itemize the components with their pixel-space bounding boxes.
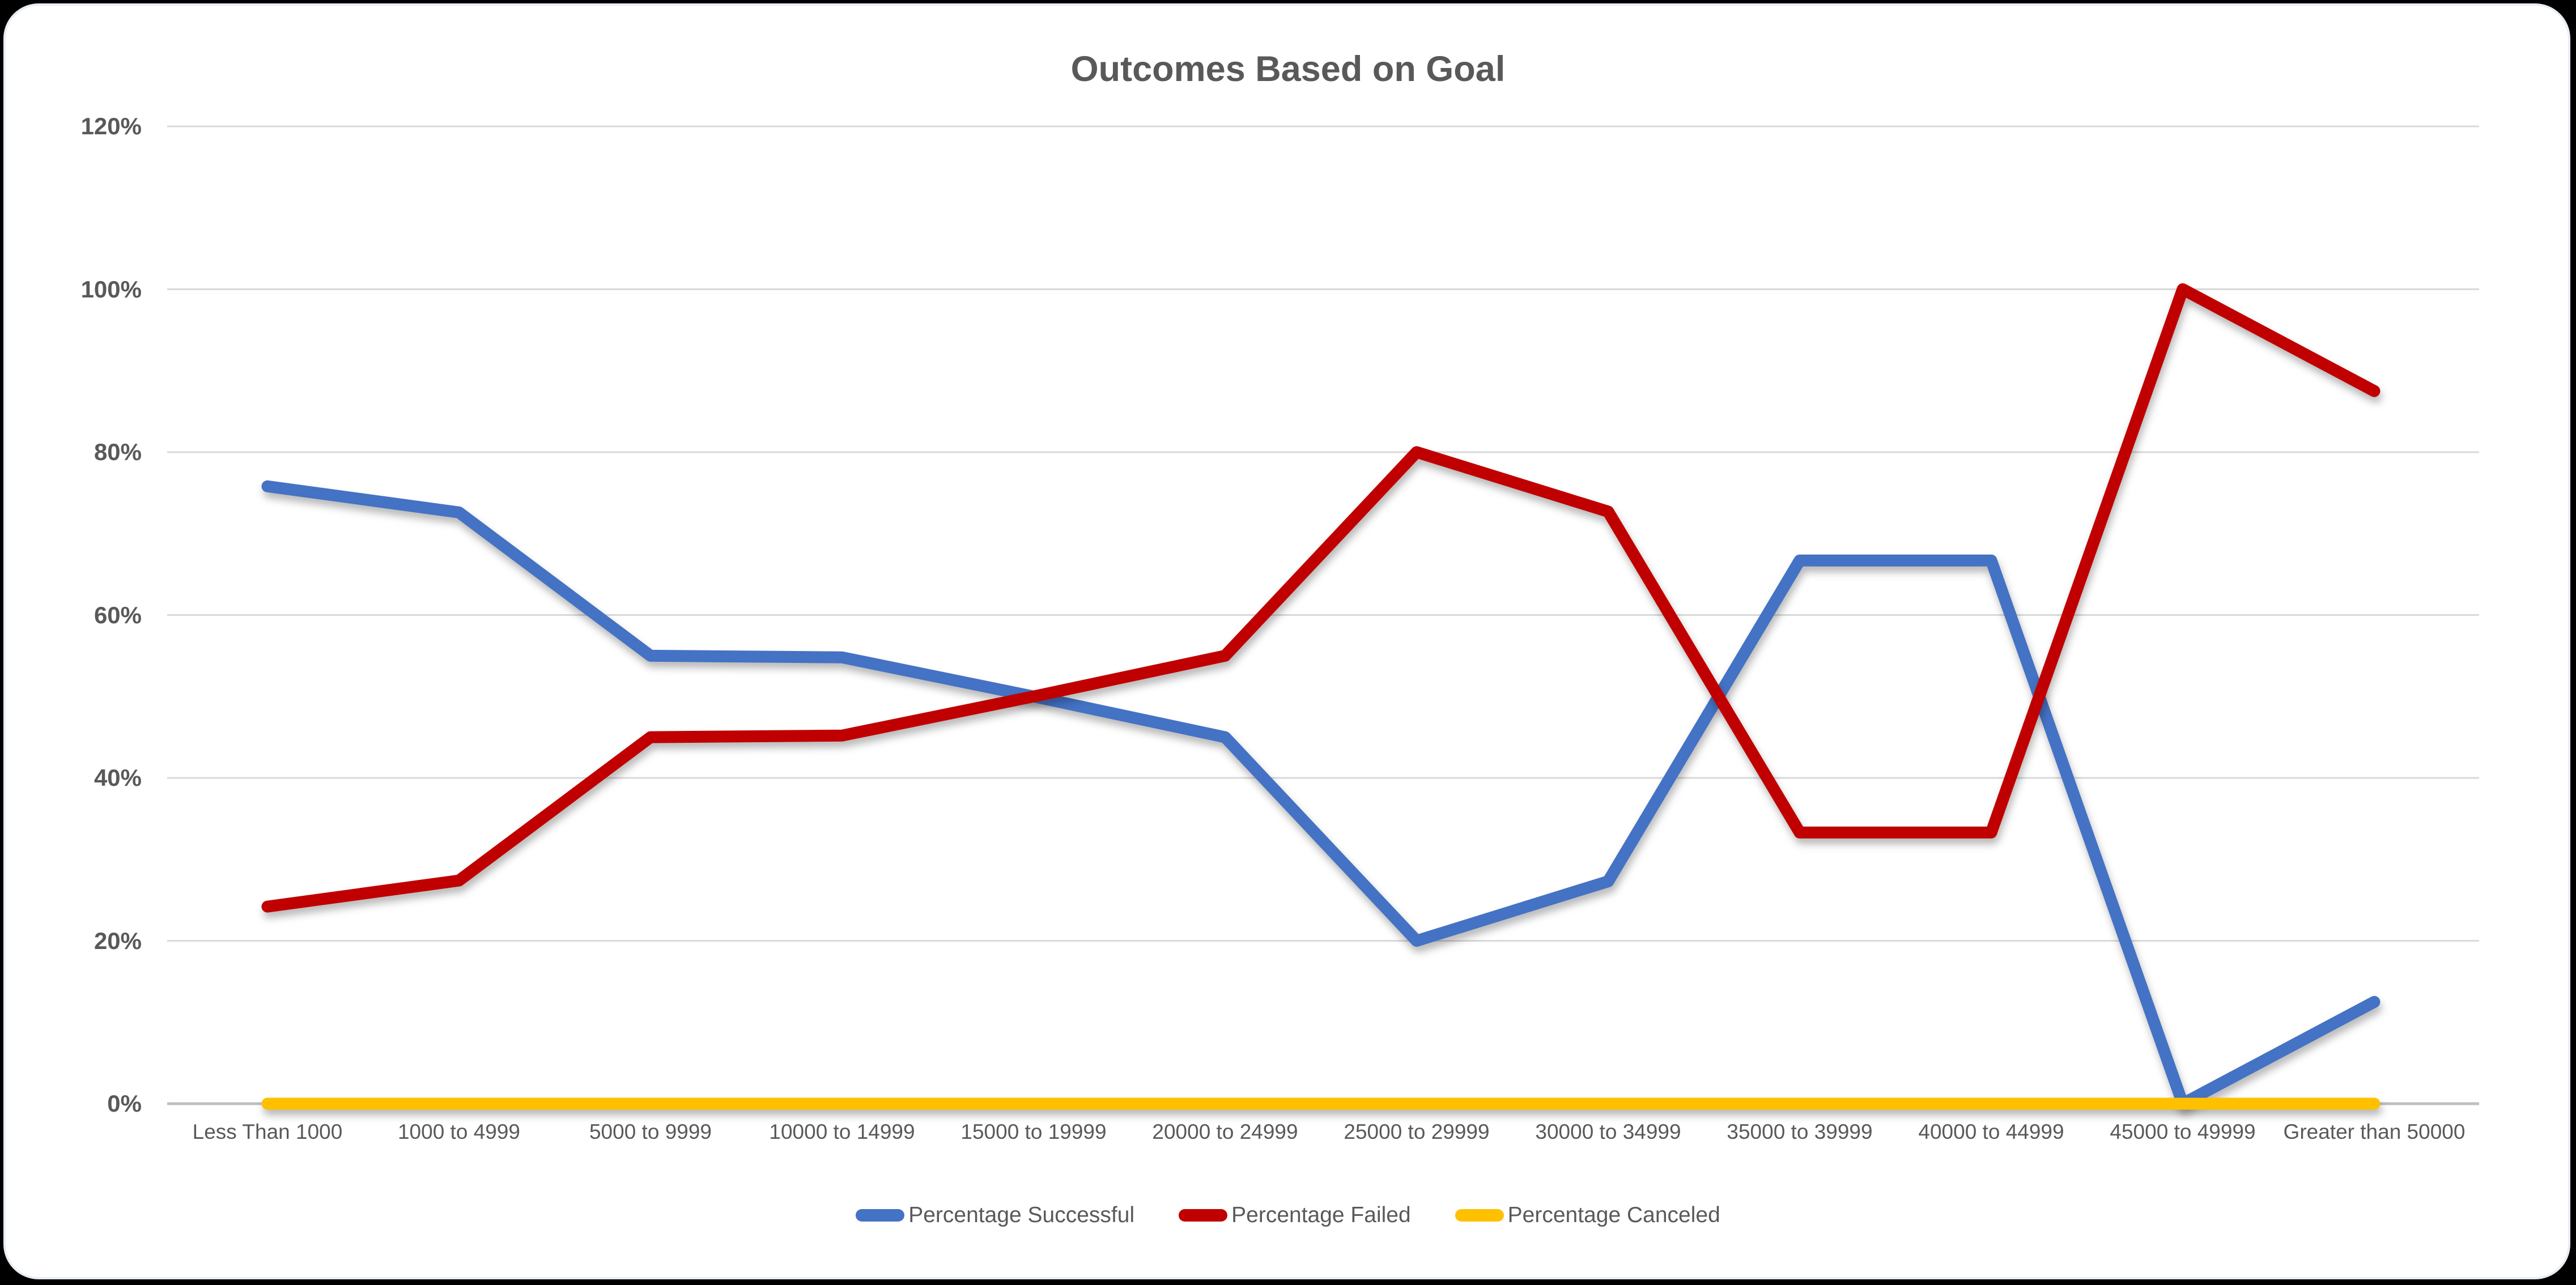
chart-title: Outcomes Based on Goal bbox=[1070, 49, 1506, 89]
x-tick-label: 45000 to 49999 bbox=[2110, 1120, 2256, 1143]
y-tick-label: 60% bbox=[93, 601, 142, 628]
x-tick-label: 40000 to 44999 bbox=[1918, 1120, 2064, 1143]
legend-dash-icon bbox=[1455, 1209, 1504, 1222]
x-tick-label: 1000 to 4999 bbox=[397, 1120, 521, 1143]
y-tick-label: 40% bbox=[93, 764, 142, 791]
legend-dash-icon bbox=[856, 1209, 905, 1222]
chart-legend: Percentage Successful Percentage Failed Pe… bbox=[0, 1202, 2576, 1228]
legend-label: Percentage Canceled bbox=[1507, 1203, 1720, 1227]
series-line-percentage-successful bbox=[261, 480, 2381, 1110]
legend-item: Percentage Failed bbox=[1179, 1202, 1411, 1228]
legend-item: Percentage Canceled bbox=[1455, 1202, 1720, 1228]
x-tick-label: 5000 to 9999 bbox=[589, 1120, 712, 1143]
y-tick-label: 80% bbox=[93, 439, 142, 465]
x-tick-label: 20000 to 24999 bbox=[1152, 1120, 1298, 1143]
x-tick-label: 30000 to 34999 bbox=[1535, 1120, 1681, 1143]
x-tick-label: 35000 to 39999 bbox=[1727, 1120, 1873, 1143]
series-line-percentage-failed bbox=[261, 283, 2381, 913]
chart-panel bbox=[3, 3, 2570, 1279]
y-tick-label: 120% bbox=[80, 113, 142, 139]
x-tick-label: 25000 to 29999 bbox=[1344, 1120, 1490, 1143]
legend-item: Percentage Successful bbox=[856, 1202, 1134, 1228]
legend-label: Percentage Successful bbox=[908, 1203, 1135, 1227]
legend-dash-icon bbox=[1179, 1209, 1228, 1222]
legend-label: Percentage Failed bbox=[1231, 1203, 1411, 1227]
x-tick-label: Greater than 50000 bbox=[2283, 1120, 2466, 1143]
x-tick-label: Less Than 1000 bbox=[192, 1120, 343, 1143]
y-tick-label: 20% bbox=[93, 927, 142, 954]
x-tick-label: 10000 to 14999 bbox=[769, 1120, 915, 1143]
x-tick-label: 15000 to 19999 bbox=[960, 1120, 1107, 1143]
y-tick-label: 0% bbox=[107, 1090, 142, 1117]
y-tick-label: 100% bbox=[80, 275, 142, 303]
